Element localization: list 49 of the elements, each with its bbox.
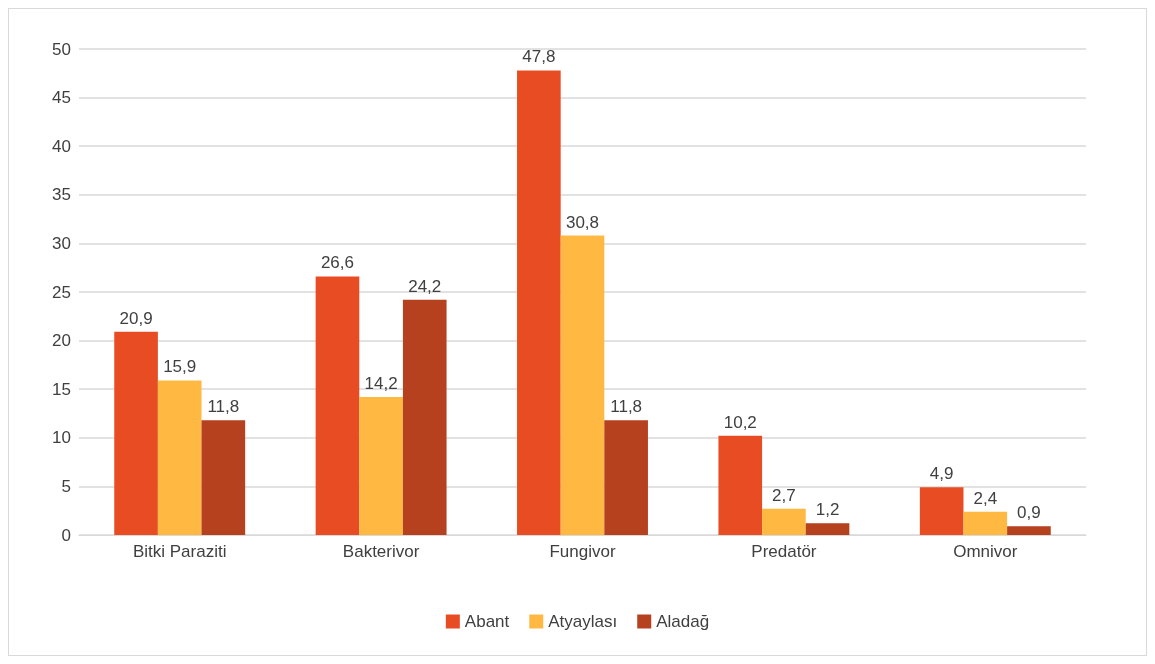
- y-tick-label: 10: [52, 428, 71, 448]
- bar: [604, 420, 648, 535]
- data-label: 15,9: [163, 357, 197, 377]
- y-tick-label: 0: [61, 525, 71, 545]
- data-label: 4,9: [929, 464, 954, 484]
- y-tick-label: 50: [52, 39, 71, 59]
- data-label: 10,2: [723, 412, 757, 432]
- legend-label: Aladağ: [656, 612, 710, 631]
- x-tick-label: Fungivor: [549, 542, 616, 561]
- x-tick-label: Bakterivor: [342, 542, 420, 561]
- legend-label: Abant: [464, 612, 510, 631]
- y-tick-label: 20: [52, 331, 71, 351]
- bar: [201, 420, 246, 535]
- data-label: 24,2: [408, 276, 442, 296]
- bar: [402, 299, 447, 535]
- x-tick-label: Omnivor: [953, 542, 1018, 561]
- bar: [517, 70, 561, 535]
- y-tick-label: 40: [52, 136, 71, 156]
- y-tick-label: 25: [52, 282, 71, 302]
- data-label: 2,4: [973, 488, 998, 508]
- data-label: 26,6: [320, 253, 355, 273]
- bar: [805, 523, 850, 535]
- data-label: 11,8: [610, 397, 643, 417]
- y-tick-label: 5: [61, 476, 71, 496]
- data-label: 47,8: [522, 47, 556, 67]
- legend-label: Atyaylası: [548, 612, 618, 631]
- bar: [963, 511, 1008, 535]
- y-tick-label: 30: [52, 233, 71, 253]
- data-label: 30,8: [565, 212, 600, 232]
- bar: [919, 487, 964, 535]
- bar: [560, 235, 605, 535]
- data-label: 14,2: [364, 373, 398, 393]
- data-label: 11,8: [207, 397, 240, 417]
- y-tick-label: 45: [52, 88, 71, 108]
- y-tick-label: 15: [52, 379, 71, 399]
- x-tick-label: Bitki Paraziti: [132, 542, 227, 561]
- data-label: 20,9: [119, 308, 153, 328]
- bar: [762, 508, 806, 535]
- bar: [315, 276, 360, 535]
- bar: [718, 435, 763, 535]
- bar: [359, 396, 403, 535]
- data-label: 1,2: [815, 500, 840, 520]
- x-tick-label: Predatör: [751, 542, 817, 561]
- data-label: 0,9: [1017, 503, 1041, 523]
- bar: [1007, 526, 1051, 535]
- bar: [114, 331, 158, 535]
- y-tick-label: 35: [52, 185, 71, 205]
- bar: [157, 380, 202, 535]
- data-label: 2,7: [772, 485, 796, 505]
